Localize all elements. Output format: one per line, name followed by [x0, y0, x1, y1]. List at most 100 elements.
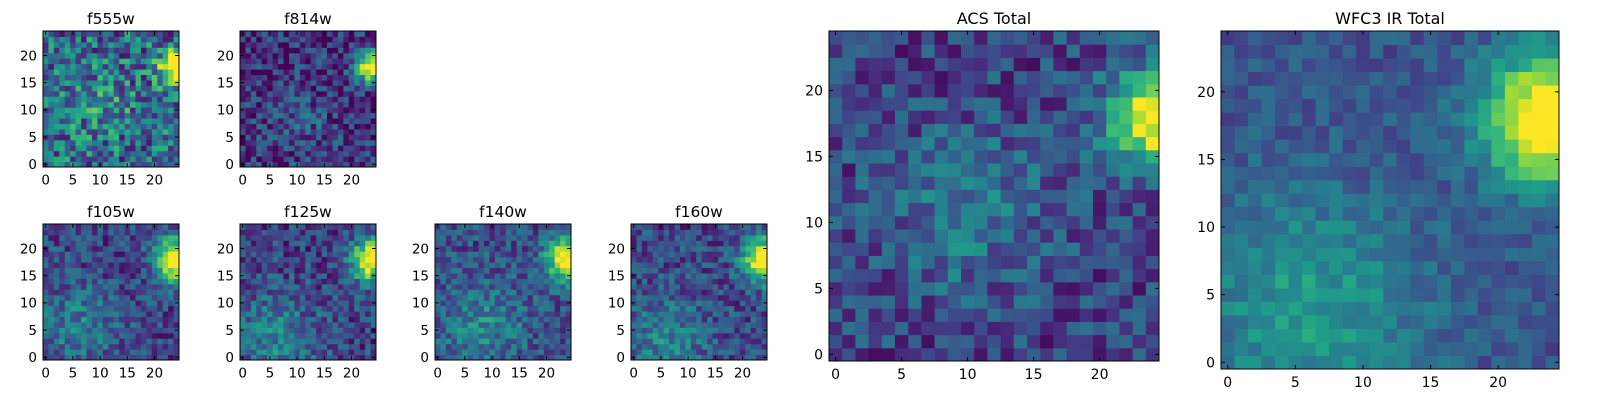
heatmap-cell — [1132, 83, 1147, 98]
heatmap-cell — [316, 52, 323, 59]
heatmap-cell — [478, 349, 485, 356]
heatmap-cell — [696, 278, 703, 285]
heatmap-cell — [652, 311, 659, 317]
heatmap-cell — [1027, 308, 1041, 322]
heatmap-cell — [365, 128, 372, 135]
heatmap-cell — [554, 338, 561, 345]
heatmap-cell — [987, 334, 1002, 349]
heatmap-cell — [500, 240, 507, 247]
heatmap-cell — [707, 256, 714, 263]
heatmap-cell — [868, 97, 883, 111]
heatmap-cell — [1410, 193, 1425, 208]
heatmap-cell — [895, 215, 909, 230]
x-tick-label: 10 — [289, 173, 306, 189]
heatmap-cell — [947, 242, 962, 256]
heatmap-cell — [1545, 247, 1560, 262]
heatmap-cell — [102, 240, 109, 247]
heatmap-cell — [489, 262, 496, 269]
heatmap-cell — [1396, 193, 1411, 208]
heatmap-cell — [674, 311, 681, 317]
heatmap-cell — [354, 161, 361, 168]
heatmap-cell — [108, 229, 115, 236]
heatmap-cell — [756, 245, 763, 252]
heatmap-cell — [250, 134, 257, 141]
heatmap-cell — [1093, 334, 1107, 349]
heatmap-cell — [108, 327, 115, 334]
heatmap-cell — [934, 70, 949, 85]
heatmap-cell — [696, 349, 703, 356]
heatmap-cell — [696, 327, 703, 334]
heatmap-cell — [1329, 274, 1344, 289]
heatmap-cell — [119, 107, 126, 114]
heatmap-cell — [974, 268, 988, 283]
heatmap-cell — [701, 338, 708, 345]
heatmap-cell — [1383, 355, 1398, 370]
heatmap-cell — [70, 41, 77, 48]
heatmap-cell — [462, 294, 469, 301]
axes-frame-f105w — [42, 223, 180, 361]
heatmap-cell — [473, 224, 480, 230]
heatmap-cell — [261, 150, 268, 157]
heatmap-cell — [267, 112, 274, 119]
heatmap-cell — [124, 272, 131, 279]
heatmap-cell — [543, 240, 550, 247]
heatmap-cell — [354, 150, 361, 157]
heatmap-cell — [987, 295, 1002, 309]
heatmap-cell — [130, 90, 136, 97]
heatmap-cell — [140, 321, 147, 328]
heatmap-cell — [1053, 308, 1068, 322]
heatmap-cell — [151, 41, 158, 48]
heatmap-cell — [1027, 281, 1041, 296]
heatmap-cell — [1329, 166, 1344, 181]
heatmap-cell — [445, 272, 452, 279]
heatmap-cell — [278, 41, 285, 48]
y-tick-label: 20 — [805, 83, 823, 99]
heatmap-cell — [267, 74, 274, 81]
heatmap-cell — [1106, 281, 1120, 296]
heatmap-cell — [97, 96, 104, 103]
heatmap-cell — [168, 118, 175, 124]
heatmap-cell — [549, 338, 556, 345]
heatmap-cell — [1066, 255, 1081, 270]
heatmap-cell — [370, 234, 377, 241]
heatmap-cell — [1504, 341, 1519, 356]
heatmap-cell — [250, 289, 257, 296]
heatmap-cell — [1079, 57, 1094, 72]
heatmap-cell — [151, 234, 158, 241]
heatmap-cell — [59, 150, 66, 157]
heatmap-cell — [261, 139, 268, 146]
heatmap-cell — [1342, 314, 1357, 329]
heatmap-cell — [135, 161, 142, 168]
heatmap-cell — [64, 327, 71, 334]
heatmap-cell — [440, 278, 447, 285]
heatmap-cell — [1066, 281, 1081, 296]
heatmap-cell — [532, 234, 539, 241]
heatmap-cell — [140, 96, 147, 103]
heatmap-cell — [53, 267, 60, 274]
heatmap-cell — [327, 240, 333, 247]
heatmap-cell — [327, 311, 333, 317]
heatmap-cell — [739, 283, 746, 290]
heatmap-cell — [250, 79, 257, 86]
heatmap-cell — [1145, 83, 1160, 98]
heatmap-cell — [565, 332, 572, 339]
heatmap-cell — [690, 332, 697, 339]
heatmap-cell — [750, 267, 757, 274]
heatmap-cell — [261, 74, 268, 81]
heatmap-cell — [81, 332, 88, 339]
heatmap-cell — [756, 349, 763, 356]
heatmap-cell — [256, 300, 263, 307]
heatmap-cell — [64, 272, 71, 279]
heatmap-cell — [332, 128, 339, 135]
heatmap-cell — [151, 90, 158, 97]
heatmap-cell — [240, 96, 246, 103]
heatmap-cell — [157, 224, 164, 230]
heatmap-cell — [489, 251, 496, 258]
heatmap-cell — [354, 289, 361, 296]
heatmap-cell — [288, 156, 295, 163]
heatmap-cell — [527, 300, 534, 307]
heatmap-cell — [370, 31, 377, 37]
heatmap-cell — [135, 112, 142, 119]
heatmap-cell — [1106, 70, 1120, 85]
heatmap-cell — [108, 101, 115, 108]
